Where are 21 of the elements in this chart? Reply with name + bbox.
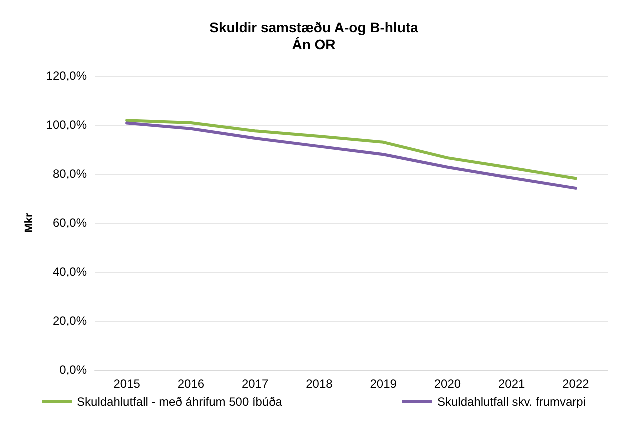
x-tick-label: 2020	[434, 377, 462, 391]
line-series	[126, 122, 578, 190]
x-tick-label: 2022	[562, 377, 590, 391]
y-tick-label: 100,0%	[46, 118, 88, 132]
y-tick-label: 120,0%	[46, 69, 88, 83]
y-tick-label: 0,0%	[60, 363, 88, 377]
x-tick-label: 2018	[306, 377, 334, 391]
line-series	[126, 119, 578, 180]
x-tick-label: 2016	[178, 377, 205, 391]
x-tick-label: 2019	[370, 377, 398, 391]
y-tick-label: 80,0%	[52, 167, 88, 181]
x-tick-label: 2015	[114, 377, 141, 391]
y-tick-label: 40,0%	[52, 265, 88, 279]
x-tick-label: 2017	[242, 377, 269, 391]
x-tick-label: 2021	[498, 377, 526, 391]
chart-title: Skuldir samstæðu A-og B-hluta Án OR	[210, 20, 419, 52]
y-tick-label: 60,0%	[52, 216, 88, 230]
legend-label: Skuldahlutfall - með áhrifum 500 íbúða	[77, 395, 283, 409]
legend-label: Skuldahlutfall skv. frumvarpi	[437, 395, 586, 409]
y-axis-title: Mkr	[24, 212, 36, 233]
y-tick-label: 20,0%	[52, 314, 88, 328]
